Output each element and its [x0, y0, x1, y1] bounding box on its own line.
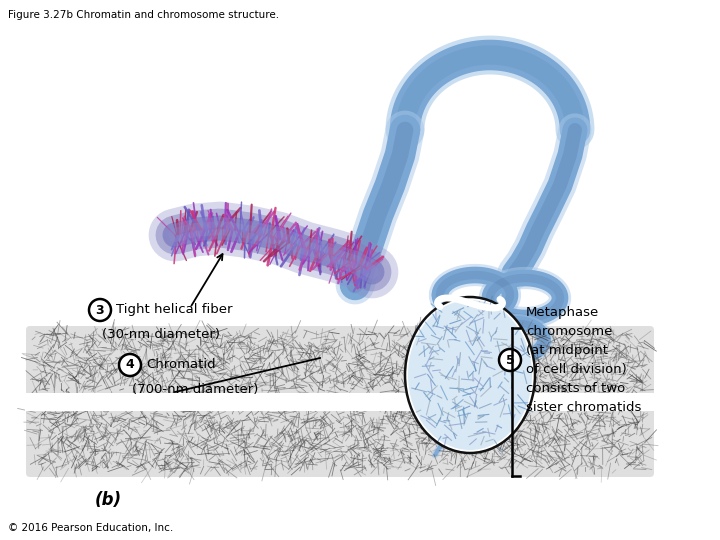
- Text: Figure 3.27b Chromatin and chromosome structure.: Figure 3.27b Chromatin and chromosome st…: [8, 10, 279, 20]
- FancyBboxPatch shape: [26, 404, 654, 477]
- Ellipse shape: [408, 300, 532, 450]
- Ellipse shape: [405, 297, 535, 453]
- Circle shape: [119, 354, 141, 376]
- Text: 3: 3: [96, 303, 104, 316]
- Circle shape: [499, 349, 521, 371]
- Bar: [25, 393, 660, 411]
- Text: 4: 4: [125, 359, 135, 372]
- Text: (700-nm diameter): (700-nm diameter): [132, 383, 258, 396]
- Text: 5: 5: [505, 354, 514, 367]
- Text: Chromatid: Chromatid: [146, 359, 215, 372]
- Text: Metaphase
chromosome
(at midpoint
of cell division)
consists of two
sister chrom: Metaphase chromosome (at midpoint of cel…: [526, 306, 642, 414]
- Text: (30-nm diameter): (30-nm diameter): [102, 328, 220, 341]
- FancyBboxPatch shape: [26, 326, 654, 399]
- Text: Tight helical fiber: Tight helical fiber: [116, 303, 233, 316]
- Text: (b): (b): [94, 491, 122, 509]
- Circle shape: [89, 299, 111, 321]
- Text: © 2016 Pearson Education, Inc.: © 2016 Pearson Education, Inc.: [8, 523, 174, 533]
